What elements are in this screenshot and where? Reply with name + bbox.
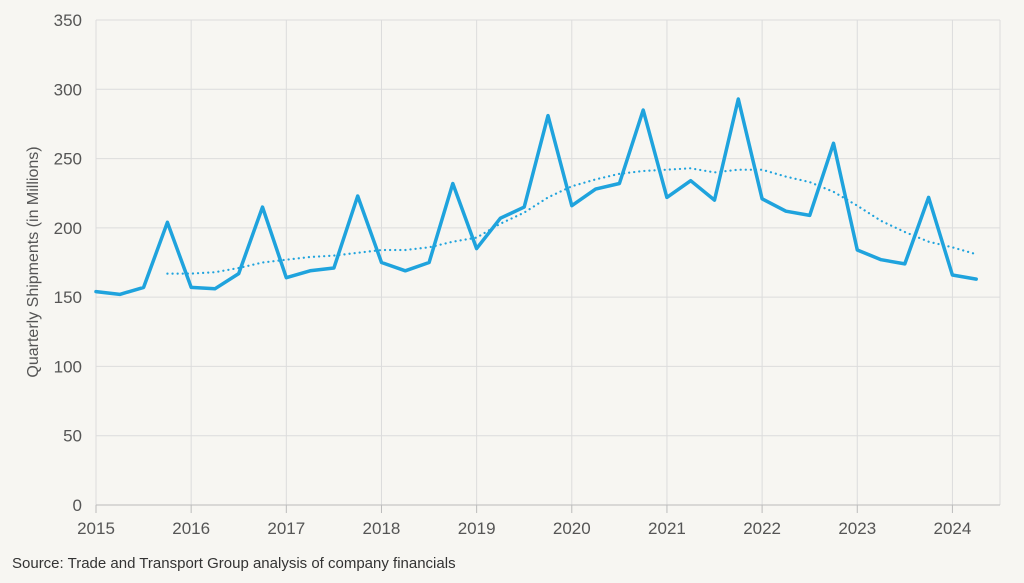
x-tick-label: 2022 <box>743 519 781 538</box>
x-tick-label: 2023 <box>838 519 876 538</box>
gridlines <box>95 19 1001 513</box>
x-tick-label: 2020 <box>553 519 591 538</box>
y-tick-label: 250 <box>54 150 82 169</box>
y-axis-ticks: 0 50 100 150 200 250 300 350 <box>54 11 82 515</box>
x-tick-label: 2024 <box>934 519 972 538</box>
y-axis-label: Quarterly Shipments (in Millions) <box>25 146 42 377</box>
x-tick-label: 2021 <box>648 519 686 538</box>
x-tick-label: 2016 <box>172 519 210 538</box>
x-tick-label: 2018 <box>363 519 401 538</box>
y-tick-label: 0 <box>73 496 82 515</box>
y-tick-label: 300 <box>54 80 82 99</box>
series-lines <box>94 97 978 297</box>
y-tick-label: 50 <box>63 427 82 446</box>
x-tick-label: 2017 <box>267 519 305 538</box>
source-note: Source: Trade and Transport Group analys… <box>12 555 456 572</box>
x-tick-label: 2019 <box>458 519 496 538</box>
y-tick-label: 150 <box>54 288 82 307</box>
y-tick-label: 100 <box>54 357 82 376</box>
x-tick-label: 2015 <box>77 519 115 538</box>
shipments-line <box>94 97 978 297</box>
y-tick-label: 200 <box>54 219 82 238</box>
x-axis-ticks: 2015 2016 2017 2018 2019 2020 2021 2022 2023 2024 <box>77 519 971 538</box>
y-tick-label: 350 <box>54 11 82 30</box>
